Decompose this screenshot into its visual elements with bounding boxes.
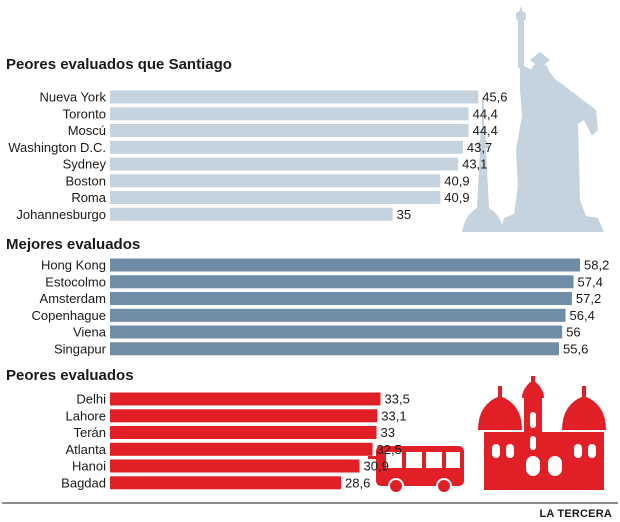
category-label-2-0: Delhi bbox=[76, 392, 106, 407]
bar-0-5 bbox=[110, 174, 441, 188]
bar-2-2 bbox=[110, 426, 377, 439]
source-label: LA TERCERA bbox=[540, 508, 612, 520]
value-label-0-2: 44,4 bbox=[473, 123, 498, 138]
palace-windows bbox=[492, 412, 596, 476]
category-label-0-2: Moscú bbox=[68, 123, 106, 138]
value-label-0-5: 40,9 bbox=[444, 173, 469, 188]
category-label-0-3: Washington D.C. bbox=[8, 140, 106, 155]
category-label-1-4: Viena bbox=[73, 325, 107, 340]
bar-1-2 bbox=[110, 292, 572, 305]
value-label-1-2: 57,2 bbox=[576, 291, 601, 306]
bar-0-4 bbox=[110, 157, 459, 171]
value-label-0-3: 43,7 bbox=[467, 140, 492, 155]
section-title-1: Peores evaluados que Santiago bbox=[6, 56, 232, 73]
bar-1-0 bbox=[110, 258, 580, 272]
section-title-2: Mejores evaluados bbox=[6, 236, 140, 253]
bar-2-0 bbox=[110, 392, 381, 406]
category-label-0-6: Roma bbox=[71, 190, 106, 205]
value-label-1-3: 56,4 bbox=[570, 308, 595, 323]
bar-0-0 bbox=[110, 90, 479, 104]
category-label-1-2: Amsterdam bbox=[40, 291, 106, 306]
bar-0-6 bbox=[110, 191, 441, 204]
category-label-0-5: Boston bbox=[66, 173, 106, 188]
bars-layer: Nueva York 45,6 Toronto 44,4 Moscú 44,4 Washin… bbox=[8, 90, 609, 491]
category-label-2-3: Atlanta bbox=[66, 442, 107, 457]
palace-icon bbox=[478, 376, 606, 490]
value-label-0-6: 40,9 bbox=[444, 190, 469, 205]
value-label-1-0: 58,2 bbox=[584, 258, 609, 273]
value-label-0-0: 45,6 bbox=[482, 90, 507, 105]
category-label-2-2: Terán bbox=[73, 425, 106, 440]
category-label-0-7: Johannesburgo bbox=[16, 207, 106, 222]
bar-0-2 bbox=[110, 124, 469, 137]
category-label-2-4: Hanoi bbox=[72, 459, 106, 474]
category-label-2-1: Lahore bbox=[66, 408, 106, 423]
bar-0-1 bbox=[110, 107, 469, 121]
bar-1-3 bbox=[110, 308, 566, 322]
value-label-2-2: 33 bbox=[381, 425, 395, 440]
value-label-2-3: 32,5 bbox=[377, 442, 402, 457]
bar-2-1 bbox=[110, 409, 378, 423]
bar-1-5 bbox=[110, 342, 559, 356]
bar-2-5 bbox=[110, 476, 341, 490]
value-label-2-5: 28,6 bbox=[345, 475, 370, 490]
value-label-1-5: 55,6 bbox=[563, 341, 588, 356]
value-label-1-4: 56 bbox=[566, 325, 580, 340]
value-label-0-1: 44,4 bbox=[473, 106, 498, 121]
bar-0-7 bbox=[110, 207, 393, 221]
value-label-1-1: 57,4 bbox=[578, 274, 603, 289]
bar-2-3 bbox=[110, 442, 373, 456]
category-label-0-4: Sydney bbox=[63, 157, 107, 172]
bar-2-4 bbox=[110, 459, 360, 473]
category-label-1-1: Estocolmo bbox=[45, 274, 106, 289]
category-label-2-5: Bagdad bbox=[61, 475, 106, 490]
tv-tower-icon bbox=[462, 98, 504, 232]
value-label-0-7: 35 bbox=[397, 207, 411, 222]
bar-0-3 bbox=[110, 140, 463, 154]
section-title-3: Peores evaluados bbox=[6, 367, 134, 384]
category-label-1-5: Singapur bbox=[54, 341, 107, 356]
bus-icon bbox=[368, 446, 464, 494]
category-label-0-1: Toronto bbox=[63, 106, 106, 121]
category-label-0-0: Nueva York bbox=[40, 90, 107, 105]
value-label-2-1: 33,1 bbox=[381, 408, 406, 423]
category-label-1-0: Hong Kong bbox=[41, 258, 106, 273]
category-label-1-3: Copenhague bbox=[32, 308, 106, 323]
bar-1-4 bbox=[110, 325, 563, 339]
bar-1-1 bbox=[110, 275, 574, 289]
statue-of-liberty-icon bbox=[500, 6, 604, 232]
value-label-2-0: 33,5 bbox=[385, 392, 410, 407]
value-label-0-4: 43,1 bbox=[462, 157, 487, 172]
value-label-2-4: 30,9 bbox=[364, 459, 389, 474]
